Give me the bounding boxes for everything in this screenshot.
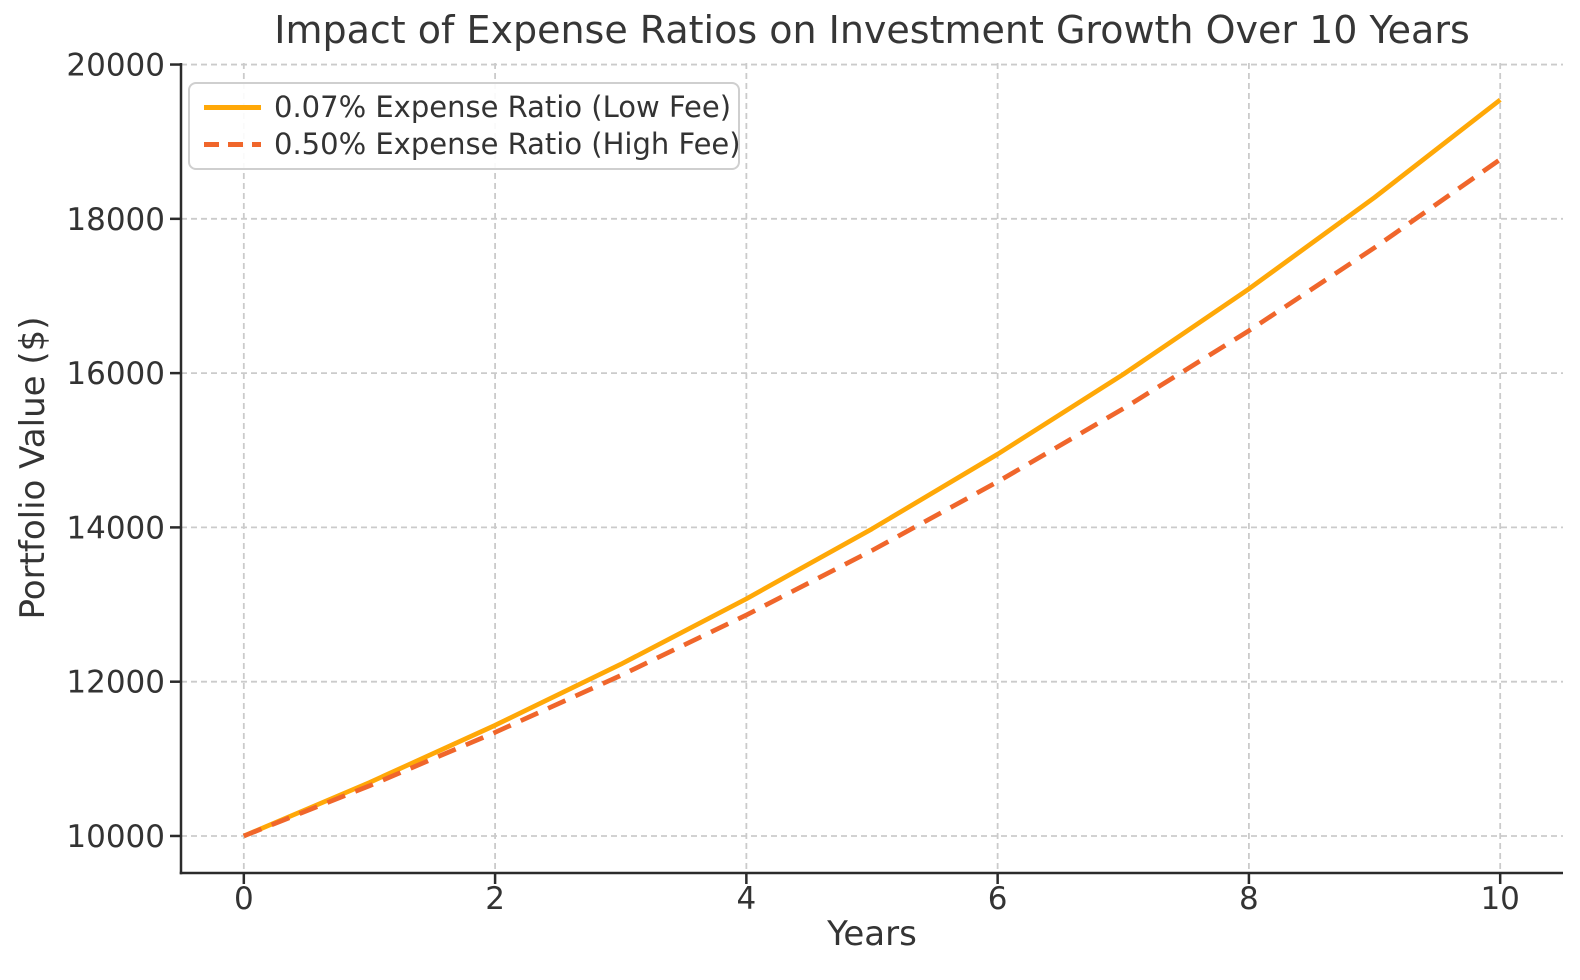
legend-line-sample-low-fee xyxy=(204,105,261,111)
y-axis-label: Portfolio Value ($) xyxy=(13,316,53,620)
x-axis-label: Years xyxy=(827,914,917,954)
legend-label-high-fee: 0.50% Expense Ratio (High Fee) xyxy=(274,126,741,161)
x-tick-label: 6 xyxy=(988,881,1008,917)
x-tick-label: 10 xyxy=(1480,881,1519,917)
legend-entry: 0.50% Expense Ratio (High Fee) xyxy=(204,129,741,159)
y-tick-label: 10000 xyxy=(66,819,165,855)
low-fee-line xyxy=(242,97,1502,839)
x-tick-label: 8 xyxy=(1239,881,1259,917)
x-tick-label: 4 xyxy=(736,881,756,917)
y-tick-label: 18000 xyxy=(66,202,165,238)
y-tick-label: 16000 xyxy=(66,356,165,392)
y-tick-label: 14000 xyxy=(66,510,165,546)
legend-line-sample-high-fee xyxy=(204,141,261,147)
x-tick-label: 0 xyxy=(234,881,254,917)
legend: 0.07% Expense Ratio (Low Fee) 0.50% Expe… xyxy=(188,82,741,170)
legend-label-low-fee: 0.07% Expense Ratio (Low Fee) xyxy=(274,90,732,125)
y-tick-label: 20000 xyxy=(66,48,165,84)
x-tick-label: 2 xyxy=(485,881,505,917)
high-fee-line xyxy=(242,157,1502,839)
y-tick-label: 12000 xyxy=(66,665,165,701)
legend-entry: 0.07% Expense Ratio (Low Fee) xyxy=(204,93,731,122)
chart-title: Impact of Expense Ratios on Investment G… xyxy=(274,8,1470,52)
